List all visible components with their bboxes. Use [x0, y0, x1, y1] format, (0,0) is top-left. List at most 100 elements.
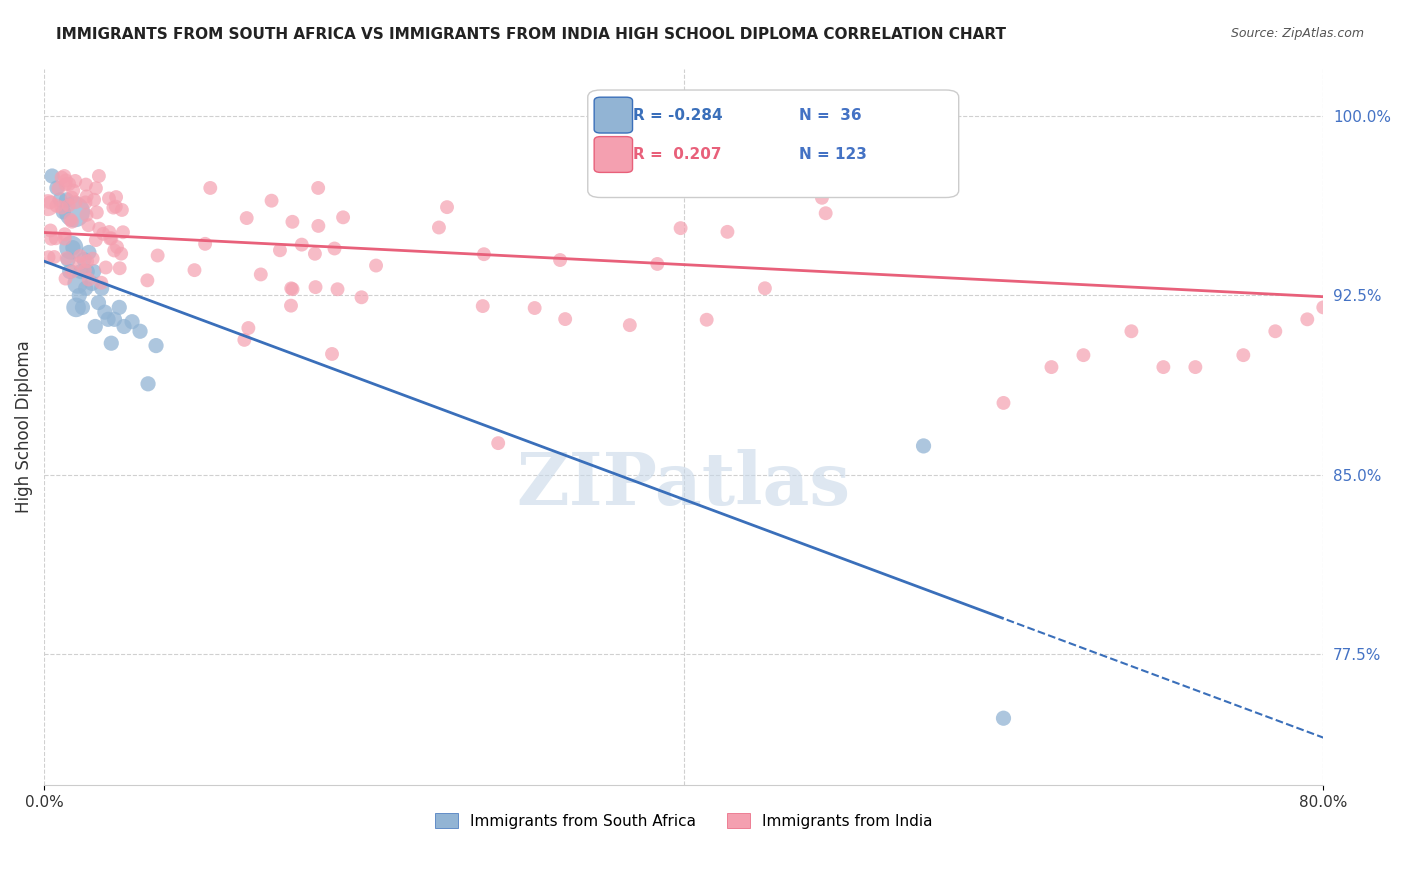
Immigrants from India [76, 189, 98, 203]
Immigrants from South Africa [84, 319, 107, 334]
Immigrants from South Africa [55, 193, 77, 207]
Immigrants from India [183, 263, 205, 277]
Immigrants from India [53, 227, 76, 242]
Immigrants from India [194, 236, 217, 251]
Immigrants from India [62, 184, 84, 198]
Immigrants from South Africa [63, 204, 86, 219]
Immigrants from South Africa [76, 264, 98, 278]
Immigrants from India [238, 321, 260, 335]
Y-axis label: High School Diploma: High School Diploma [15, 341, 32, 513]
Immigrants from India [235, 211, 257, 225]
Immigrants from India [60, 190, 83, 204]
Immigrants from India [364, 259, 387, 273]
Immigrants from South Africa [67, 288, 90, 302]
Immigrants from India [814, 206, 837, 220]
Immigrants from India [73, 263, 96, 277]
Immigrants from South Africa [112, 319, 135, 334]
Immigrants from South Africa [70, 264, 93, 278]
Immigrants from India [1184, 360, 1206, 375]
Immigrants from India [1296, 312, 1319, 326]
Immigrants from India [58, 177, 80, 191]
Immigrants from India [60, 264, 83, 278]
Immigrants from India [77, 272, 100, 286]
Immigrants from India [84, 181, 107, 195]
Immigrants from South Africa [145, 338, 167, 352]
Immigrants from India [619, 318, 641, 333]
Immigrants from South Africa [60, 241, 83, 255]
Immigrants from South Africa [103, 312, 125, 326]
Immigrants from India [105, 240, 128, 254]
Immigrants from India [472, 247, 495, 261]
Immigrants from India [323, 242, 346, 256]
Immigrants from South Africa [62, 241, 84, 255]
Immigrants from India [108, 261, 131, 276]
Immigrants from India [82, 252, 104, 266]
Immigrants from India [280, 281, 302, 295]
Immigrants from India [111, 225, 134, 239]
Immigrants from India [811, 191, 834, 205]
Immigrants from India [200, 181, 222, 195]
Immigrants from India [76, 208, 98, 222]
Immigrants from India [86, 205, 108, 219]
Immigrants from South Africa [72, 301, 94, 315]
Immigrants from India [436, 200, 458, 214]
Text: R = -0.284: R = -0.284 [633, 108, 723, 122]
Immigrants from India [716, 225, 738, 239]
Immigrants from India [269, 244, 291, 258]
Immigrants from India [136, 273, 159, 287]
Immigrants from India [307, 219, 329, 233]
Immigrants from India [98, 191, 121, 205]
Immigrants from India [38, 250, 60, 264]
Immigrants from India [55, 178, 77, 192]
Immigrants from India [58, 198, 80, 212]
Immigrants from South Africa [52, 204, 75, 219]
Immigrants from India [44, 250, 66, 264]
Immigrants from South Africa [80, 277, 103, 291]
Immigrants from India [281, 215, 304, 229]
Immigrants from India [77, 218, 100, 232]
Immigrants from India [103, 244, 125, 258]
Immigrants from South Africa [75, 281, 97, 295]
Text: ZIPatlas: ZIPatlas [516, 449, 851, 520]
Immigrants from South Africa [136, 376, 159, 391]
Immigrants from India [87, 169, 110, 183]
Immigrants from India [686, 181, 709, 195]
Immigrants from South Africa [108, 301, 131, 315]
Immigrants from South Africa [90, 281, 112, 295]
Immigrants from India [55, 251, 77, 265]
FancyBboxPatch shape [595, 136, 633, 172]
Immigrants from India [523, 301, 546, 315]
Immigrants from South Africa [73, 252, 96, 267]
Immigrants from South Africa [94, 305, 117, 319]
Immigrants from India [1121, 324, 1143, 338]
Immigrants from India [91, 227, 114, 241]
Immigrants from India [65, 195, 87, 210]
Immigrants from South Africa [49, 193, 72, 207]
Immigrants from India [616, 181, 638, 195]
Immigrants from India [1152, 360, 1174, 375]
Immigrants from India [554, 312, 576, 326]
Immigrants from South Africa [87, 295, 110, 310]
Immigrants from India [754, 281, 776, 295]
Immigrants from India [48, 181, 70, 195]
Immigrants from India [83, 193, 105, 207]
Legend: Immigrants from South Africa, Immigrants from India: Immigrants from South Africa, Immigrants… [429, 806, 938, 835]
Immigrants from India [233, 333, 256, 347]
Immigrants from India [45, 199, 67, 213]
Immigrants from India [90, 276, 112, 290]
Immigrants from India [669, 221, 692, 235]
Immigrants from India [51, 201, 73, 215]
Immigrants from India [98, 225, 121, 239]
Immigrants from South Africa [45, 181, 67, 195]
Immigrants from India [326, 282, 349, 296]
Immigrants from South Africa [993, 711, 1015, 725]
Immigrants from India [63, 174, 86, 188]
Text: R =  0.207: R = 0.207 [633, 147, 721, 162]
Immigrants from India [100, 231, 122, 245]
Immigrants from India [307, 181, 329, 195]
Immigrants from India [59, 212, 82, 227]
Text: N = 123: N = 123 [799, 147, 866, 162]
FancyBboxPatch shape [595, 97, 633, 133]
Immigrants from South Africa [77, 245, 100, 260]
Immigrants from India [39, 223, 62, 237]
